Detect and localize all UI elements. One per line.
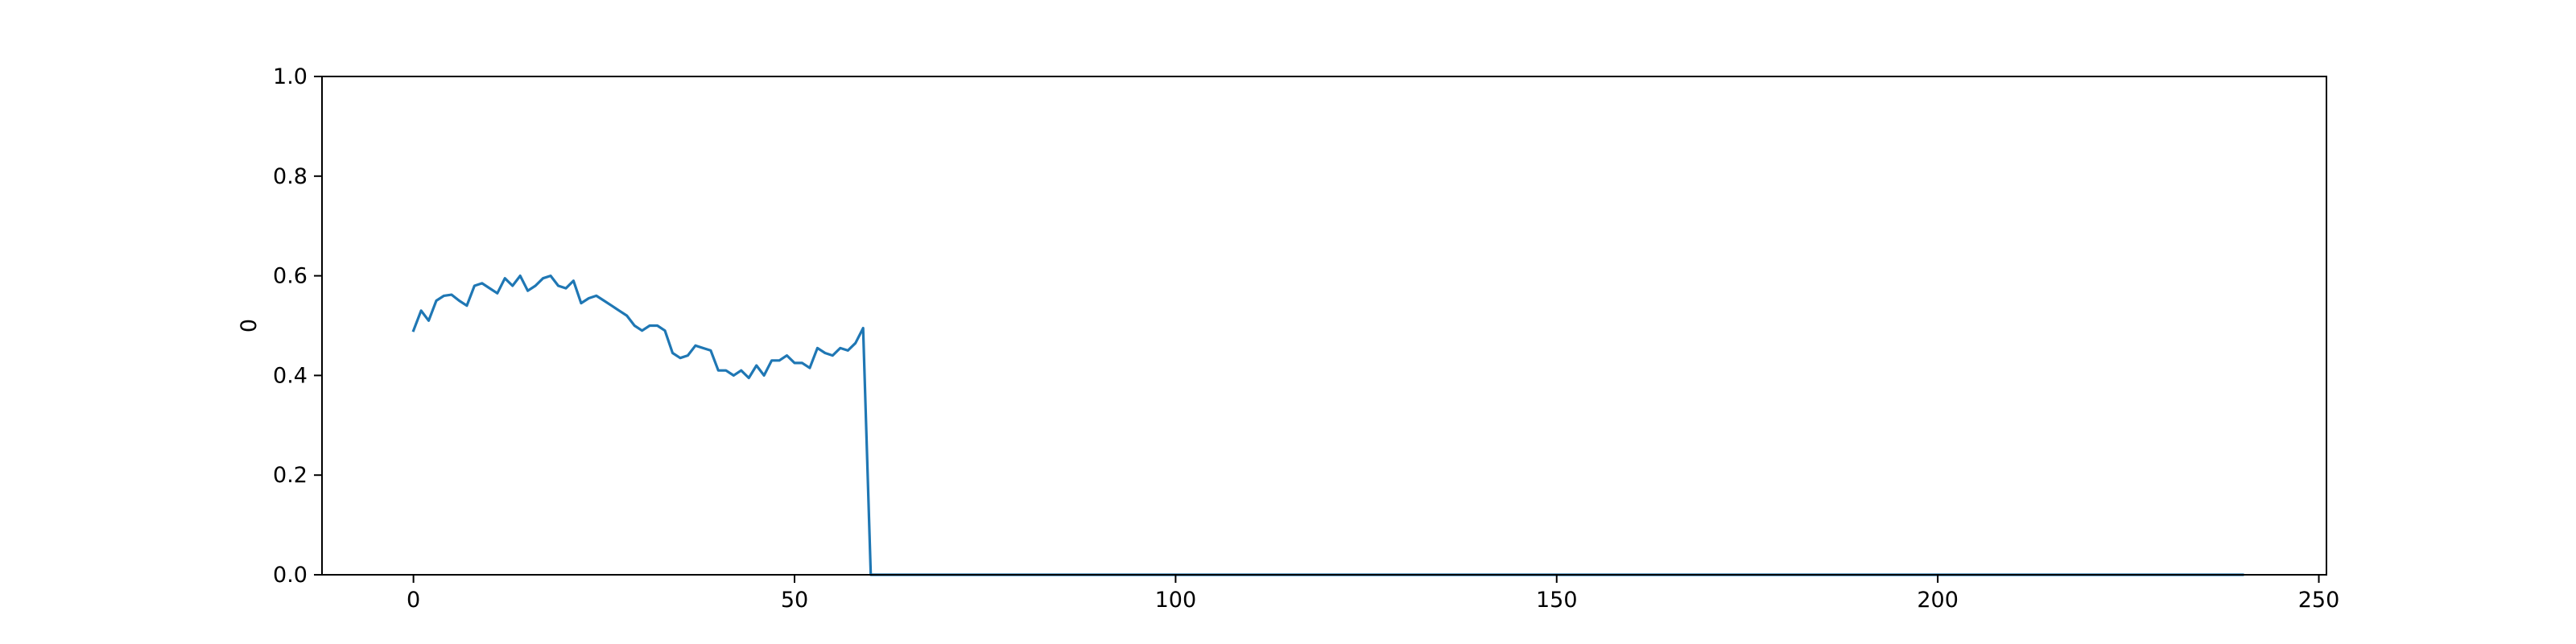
x-tick-label: 100 — [1155, 588, 1197, 613]
x-tick-label: 150 — [1536, 588, 1578, 613]
x-tick-label: 250 — [2298, 588, 2340, 613]
x-tick-label: 0 — [407, 588, 420, 613]
y-tick-label: 0.4 — [273, 363, 308, 388]
y-axis-label: 0 — [237, 319, 262, 332]
x-tick-label: 50 — [781, 588, 808, 613]
plot-area — [411, 275, 2244, 576]
y-tick-label: 0.6 — [273, 264, 308, 289]
x-axis: 0 50 100 150 200 250 — [407, 575, 2339, 613]
x-tick-label: 200 — [1917, 588, 1959, 613]
y-tick-label: 1.0 — [273, 64, 308, 89]
y-axis: 0.0 0.2 0.4 0.6 0.8 1.0 — [273, 64, 322, 588]
series-line-0 — [411, 275, 2244, 576]
y-tick-label: 0.8 — [273, 164, 308, 189]
y-tick-label: 0.2 — [273, 463, 308, 488]
plot-frame — [321, 76, 2327, 576]
y-tick-label: 0.0 — [273, 563, 308, 588]
